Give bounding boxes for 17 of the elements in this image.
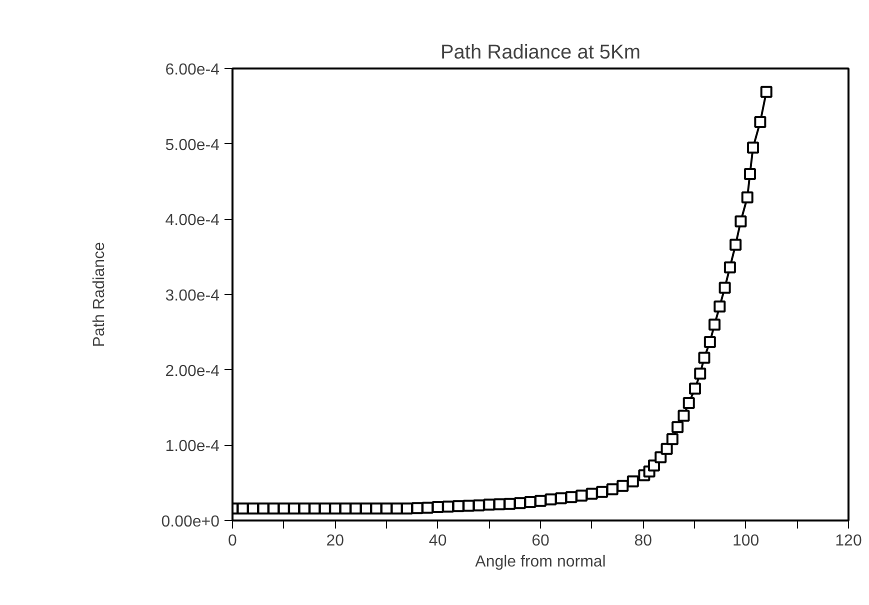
x-tick-label: 60	[532, 532, 550, 550]
chart-title: Path Radiance at 5Km	[440, 42, 641, 64]
x-tick-label: 80	[634, 532, 652, 550]
x-axis-title: Angle from normal	[475, 554, 606, 570]
y-tick-label: 2.00e-4	[165, 362, 220, 380]
y-tick-label: 6.00e-4	[165, 62, 220, 78]
x-tick-label: 120	[835, 532, 862, 550]
y-axis-title: Path Radiance	[91, 242, 108, 347]
x-tick-label: 100	[732, 532, 760, 550]
y-tick-label: 0.00e+0	[161, 514, 220, 530]
y-tick-label: 4.00e-4	[165, 212, 220, 230]
y-tick-label: 3.00e-4	[165, 288, 220, 304]
x-tick-label: 0	[228, 532, 238, 550]
x-tick-label: 20	[326, 532, 344, 550]
y-tick-label: 1.00e-4	[165, 438, 220, 456]
y-tick-label: 5.00e-4	[165, 136, 220, 154]
x-tick-label: 40	[428, 532, 447, 550]
